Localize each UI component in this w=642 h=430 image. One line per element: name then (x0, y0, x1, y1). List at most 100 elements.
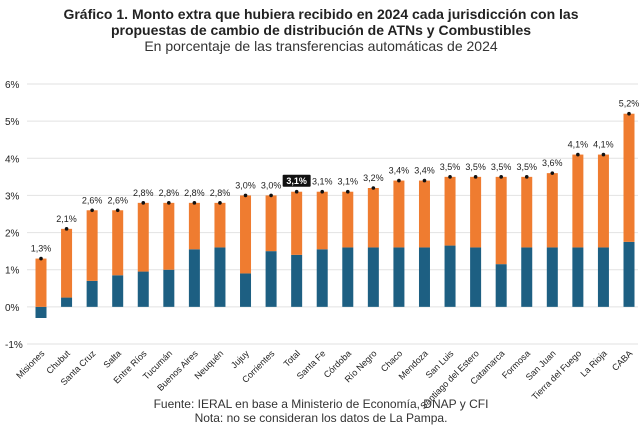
total-marker (397, 178, 401, 183)
y-tick-label: 1% (5, 266, 20, 277)
chart-note: Nota: no se consideran los datos de La P… (194, 411, 448, 425)
total-label: 2,1% (56, 214, 77, 224)
total-label: 3,1% (312, 177, 333, 187)
bar-segment-blue (597, 247, 609, 307)
bar-segment-orange (112, 210, 124, 276)
bar-segment-orange (61, 228, 73, 298)
bar-segment-blue (86, 280, 98, 307)
bar-segment-orange (572, 154, 584, 248)
bar-segment-blue (521, 247, 533, 307)
bar-segment-blue (623, 241, 635, 307)
total-label: 3,1% (338, 177, 359, 187)
bar-segment-orange (393, 180, 405, 248)
bar-segment-orange (291, 191, 303, 255)
total-marker (39, 256, 43, 261)
bar-segment-blue (61, 297, 73, 307)
y-tick-label: 4% (5, 154, 20, 165)
total-highlight-box (282, 174, 311, 187)
total-marker (371, 186, 376, 190)
bar-segment-blue (291, 254, 303, 307)
y-tick-label: 0% (5, 303, 20, 314)
bar-segment-blue (546, 247, 558, 307)
total-marker (294, 189, 299, 194)
total-label: 3,4% (414, 166, 435, 176)
bar-segment-blue (112, 275, 124, 307)
total-marker (601, 152, 606, 157)
chart-subtitle: En porcentaje de las transferencias auto… (144, 38, 498, 54)
total-label: 3,0% (261, 180, 282, 190)
bar-segment-orange (521, 176, 533, 248)
y-tick-label: 6% (5, 80, 20, 91)
bar-segment-blue (188, 249, 200, 307)
total-label: 3,5% (465, 162, 486, 172)
bar-segment-orange (623, 113, 635, 242)
total-marker (524, 175, 529, 179)
total-marker (422, 178, 427, 183)
total-label: 2,8% (159, 188, 180, 198)
total-marker (218, 201, 222, 205)
total-label: 4,1% (593, 140, 614, 150)
total-label: 3,5% (491, 162, 512, 172)
total-marker (269, 193, 273, 198)
category-label: Total (282, 348, 303, 369)
total-label: 2,6% (107, 195, 128, 205)
total-label: 3,5% (516, 162, 537, 172)
total-marker (167, 201, 171, 205)
bar-segment-orange (342, 191, 354, 248)
chart-source: Fuente: IERAL en base a Ministerio de Ec… (153, 397, 489, 411)
bar-segment-orange (444, 176, 456, 246)
bar-segment-orange (470, 176, 482, 248)
bar-segment-orange (546, 173, 558, 248)
bar-segment-blue (35, 306, 47, 318)
bar-segment-orange (418, 180, 430, 248)
category-label: Misiones (14, 348, 47, 381)
total-label: 3,5% (440, 162, 461, 172)
total-marker (345, 189, 350, 194)
bar-segment-orange (367, 188, 379, 248)
total-marker (499, 175, 503, 179)
bar-segment-orange (240, 195, 252, 274)
category-label: Salta (102, 348, 124, 370)
bar-segment-orange (35, 258, 47, 307)
bar-segment-blue (137, 271, 149, 307)
bar-segment-blue (316, 249, 328, 307)
total-marker (473, 175, 478, 179)
total-marker (192, 201, 197, 205)
bar-segment-blue (240, 273, 252, 307)
total-marker (550, 171, 555, 175)
total-label: 2,6% (82, 195, 103, 205)
bar-segment-blue (163, 269, 175, 307)
total-label: 1,3% (31, 244, 52, 254)
bar-segment-orange (316, 191, 328, 250)
category-label: La Rioja (578, 348, 608, 378)
total-label-highlighted: 3,1% (286, 176, 307, 186)
bar-segment-orange (137, 202, 149, 272)
total-label: 3,2% (363, 173, 384, 183)
chart-title-line-2: propuestas de cambio de distribución de … (110, 22, 532, 38)
y-tick-label: -1% (5, 340, 23, 351)
total-label: 3,4% (389, 166, 410, 176)
category-label: CABA (610, 348, 634, 372)
bar-segment-blue (214, 247, 226, 307)
total-marker (576, 152, 580, 157)
bar-segment-blue (470, 247, 482, 307)
bar-segment-orange (214, 202, 226, 248)
bar-segment-orange (86, 210, 98, 281)
total-marker (243, 193, 248, 198)
chart-title-line-1: Gráfico 1. Monto extra que hubiera recib… (63, 6, 579, 22)
total-marker (627, 111, 631, 116)
bar-segment-orange (188, 202, 200, 250)
total-marker (64, 227, 69, 231)
total-marker (141, 201, 146, 205)
bar-segment-orange (265, 195, 277, 252)
total-label: 3,0% (235, 180, 256, 190)
total-label: 2,8% (210, 188, 231, 198)
total-label: 2,8% (133, 188, 154, 198)
total-label: 5,2% (619, 99, 640, 109)
bar-segment-blue (367, 247, 379, 307)
total-label: 3,6% (542, 158, 563, 168)
bar-segment-blue (265, 251, 277, 307)
bar-segment-orange (597, 154, 609, 248)
bar-segment-blue (572, 247, 584, 307)
